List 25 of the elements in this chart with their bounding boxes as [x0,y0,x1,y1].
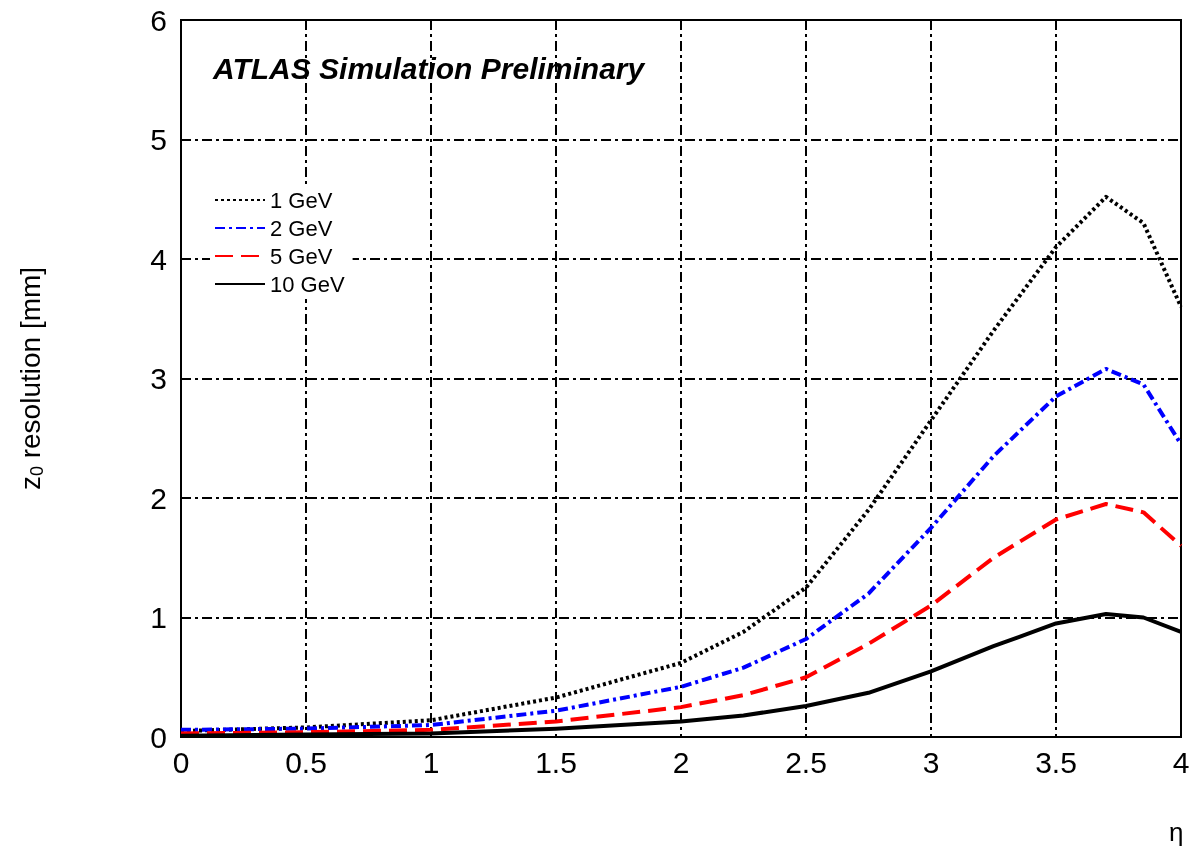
legend-label: 1 GeV [270,187,333,213]
line-series [179,366,1183,732]
y-tick-label: 2 [150,481,167,515]
legend-label: 2 GeV [270,215,333,241]
line-series [179,501,1183,736]
x-tick-label: 2.5 [785,745,827,779]
y-tick-label: 3 [150,362,167,395]
y-tick-label: 4 [150,242,167,276]
x-tick-label: 3.5 [1035,745,1077,779]
y-tick-label: 6 [150,3,167,37]
x-tick-label: 2 [672,745,690,779]
text: ATLAS Simulation Preliminary [212,51,646,85]
legend-label: 5 GeV [270,243,333,269]
x-tick-label: 0 [172,745,190,779]
x-tick-label: 0.5 [285,745,327,779]
y-tick-label: 1 [150,601,167,634]
x-tick-label: 1 [422,745,440,779]
x-tick-label: 1.5 [535,745,577,779]
y-tick-label: 5 [150,123,167,156]
y-axis-title: z0 resolution [mm] [14,266,47,491]
x-tick-label: 4 [1172,745,1190,779]
y-tick-label: 0 [150,720,167,754]
x-tick-label: 3 [922,745,940,779]
legend-label: 10 GeV [270,271,345,297]
x-axis-title: η [1169,817,1184,847]
